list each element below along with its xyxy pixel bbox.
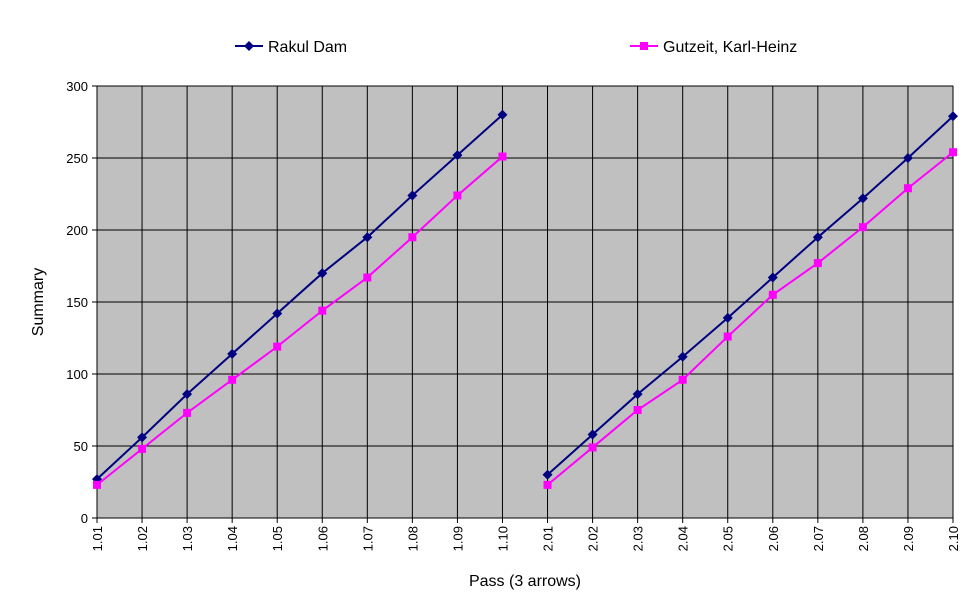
x-tick-label: 1.06	[315, 526, 330, 551]
x-tick-label: 2.04	[676, 526, 691, 551]
marker	[452, 150, 463, 161]
series-line	[96, 155, 504, 486]
x-tick-label: 1.01	[90, 526, 105, 551]
marker	[542, 469, 553, 480]
marker	[498, 152, 507, 161]
x-axis-label: Pass (3 arrows)	[469, 573, 581, 590]
marker	[407, 190, 418, 201]
y-axis-label: Summary	[30, 268, 47, 336]
x-tick-label: 2.03	[631, 526, 646, 551]
series-line	[96, 114, 504, 480]
marker	[408, 233, 417, 242]
y-tick-label: 250	[66, 151, 88, 166]
marker	[678, 375, 687, 384]
marker	[543, 480, 552, 489]
marker	[723, 332, 732, 341]
marker	[244, 41, 254, 51]
x-tick-label: 1.08	[405, 526, 420, 551]
x-tick-label: 1.10	[495, 526, 510, 551]
marker	[858, 223, 867, 232]
y-tick-label: 0	[81, 511, 88, 526]
y-tick-label: 300	[66, 79, 88, 94]
marker	[677, 351, 688, 362]
marker	[182, 389, 193, 400]
x-tick-label: 2.07	[811, 526, 826, 551]
y-tick-label: 50	[74, 439, 88, 454]
marker	[363, 273, 372, 282]
marker	[768, 290, 777, 299]
marker	[273, 342, 282, 351]
marker	[767, 272, 778, 283]
marker	[497, 109, 508, 120]
marker	[902, 153, 913, 163]
x-tick-label: 1.09	[450, 526, 465, 551]
marker	[453, 191, 462, 200]
series-line	[546, 151, 954, 486]
legend-label: Gutzeit, Karl-Heinz	[663, 39, 797, 56]
x-tick-label: 2.05	[721, 526, 736, 551]
x-tick-label: 2.02	[586, 526, 601, 551]
marker	[588, 443, 597, 452]
marker	[227, 348, 238, 359]
marker	[138, 444, 147, 453]
y-tick-label: 200	[66, 223, 88, 238]
x-tick-label: 1.03	[180, 526, 195, 551]
x-tick-label: 1.04	[225, 526, 240, 551]
marker	[317, 268, 328, 279]
marker	[318, 306, 327, 315]
series-line	[546, 115, 954, 476]
x-tick-label: 1.07	[360, 526, 375, 551]
marker	[948, 111, 958, 122]
x-tick-label: 2.10	[946, 526, 961, 551]
x-tick-label: 1.02	[135, 526, 150, 551]
x-tick-label: 2.01	[541, 526, 556, 551]
marker	[632, 389, 643, 400]
marker	[137, 432, 148, 443]
x-tick-label: 2.06	[766, 526, 781, 551]
x-tick-label: 2.08	[856, 526, 871, 551]
marker	[813, 259, 822, 268]
marker	[857, 193, 868, 204]
marker	[640, 42, 648, 50]
y-tick-label: 150	[66, 295, 88, 310]
marker	[362, 232, 373, 243]
marker	[587, 429, 598, 440]
marker	[183, 408, 192, 417]
legend-label: Rakul Dam	[268, 39, 347, 56]
marker	[722, 312, 733, 323]
marker	[93, 480, 101, 489]
marker	[228, 375, 237, 384]
marker	[272, 308, 283, 319]
marker	[812, 232, 823, 243]
x-tick-label: 1.05	[270, 526, 285, 551]
marker	[903, 184, 912, 193]
y-tick-label: 100	[66, 367, 88, 382]
marker	[949, 148, 957, 157]
x-tick-label: 2.09	[901, 526, 916, 551]
marker	[633, 406, 642, 414]
